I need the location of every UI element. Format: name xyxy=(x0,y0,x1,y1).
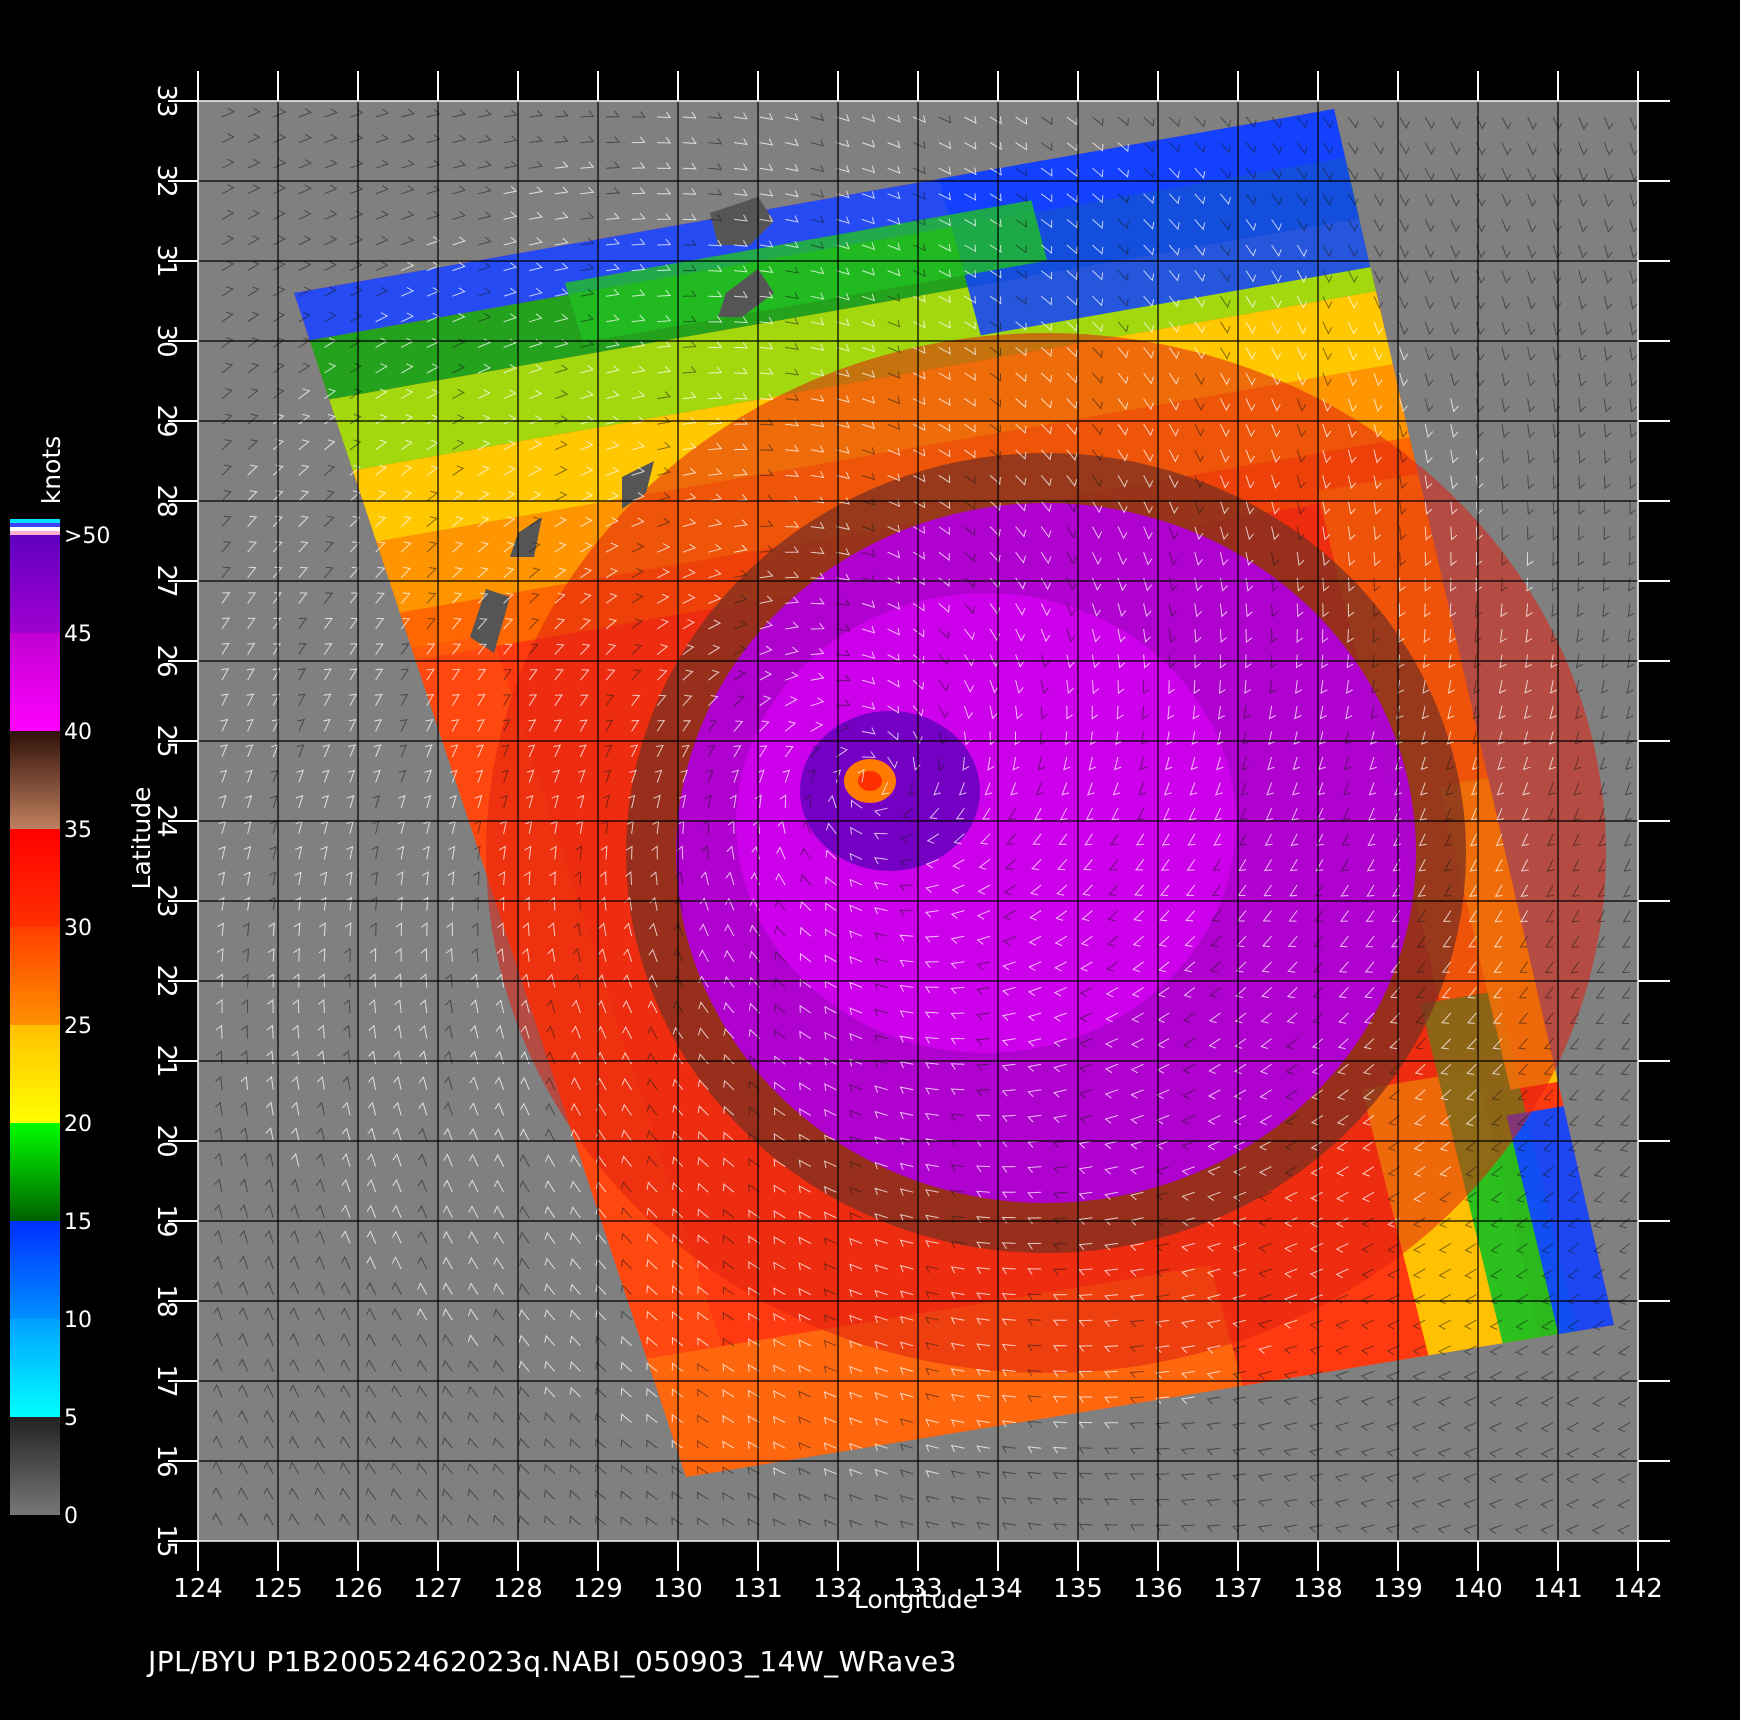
wind-barbs-dark xyxy=(212,107,1638,1535)
lon-tick-labels: 124 125 126 127 128 129 130 131 132 133 134 135 136 1… xyxy=(173,1574,1663,1604)
lon-tick-128: 128 xyxy=(493,1574,543,1604)
tick-path xyxy=(168,71,1670,1571)
colorbar-band-40 xyxy=(10,633,60,731)
lat-tick-30: 30 xyxy=(151,324,181,357)
axis-ticks xyxy=(168,71,1670,1571)
swath-layer xyxy=(212,107,1638,1535)
lon-tick-142: 142 xyxy=(1613,1574,1663,1604)
colorbar-label-6: 30 xyxy=(64,916,92,941)
lon-tick-126: 126 xyxy=(333,1574,383,1604)
island-1 xyxy=(718,269,774,317)
lon-tick-134: 134 xyxy=(973,1574,1023,1604)
lat-tick-26: 26 xyxy=(151,644,181,677)
lon-tick-137: 137 xyxy=(1213,1574,1263,1604)
lon-tick-125: 125 xyxy=(253,1574,303,1604)
lat-tick-32: 32 xyxy=(151,164,181,197)
colorbar-label-5: 25 xyxy=(64,1014,92,1039)
colorbar-label-1: 5 xyxy=(64,1406,78,1431)
colorbar-band-30 xyxy=(10,829,60,927)
north-blue-patch xyxy=(938,109,1371,336)
lat-tick-25: 25 xyxy=(151,724,181,757)
colorbar-ext-cyan xyxy=(10,519,60,523)
south-blue-strip xyxy=(1506,1106,1614,1335)
lon-tick-124: 124 xyxy=(173,1574,223,1604)
lat-tick-18: 18 xyxy=(151,1284,181,1317)
colorbar-band-10 xyxy=(10,1221,60,1319)
colorbar-label-10: >50 xyxy=(64,524,110,549)
colorbar-band-45 xyxy=(10,535,60,633)
lat-tick-31: 31 xyxy=(151,244,181,277)
colorbar-band-5 xyxy=(10,1319,60,1417)
lon-tick-141: 141 xyxy=(1533,1574,1583,1604)
storm-rings xyxy=(486,333,1606,1373)
x-axis-label: Longitude xyxy=(854,1585,978,1614)
lat-tick-29: 29 xyxy=(151,404,181,437)
colorbar-ext-pink xyxy=(10,531,60,535)
lon-tick-132: 132 xyxy=(813,1574,863,1604)
colorbar-label-7: 35 xyxy=(64,818,92,843)
storm-eye-core xyxy=(858,771,882,791)
colorbar-label-3: 15 xyxy=(64,1210,92,1235)
lon-tick-140: 140 xyxy=(1453,1574,1503,1604)
colorbar-label-2: 10 xyxy=(64,1308,92,1333)
lat-tick-23: 23 xyxy=(151,884,181,917)
lon-tick-129: 129 xyxy=(573,1574,623,1604)
lon-tick-136: 136 xyxy=(1133,1574,1183,1604)
lon-tick-135: 135 xyxy=(1053,1574,1103,1604)
colorbar-band-35 xyxy=(10,731,60,829)
colorbar-band-15 xyxy=(10,1123,60,1221)
lat-tick-labels: 15 16 17 18 19 20 21 22 23 24 25 26 27 28 29 30 31 32 33 xyxy=(151,84,181,1557)
lat-tick-16: 16 xyxy=(151,1444,181,1477)
colorbar: 0 5 10 15 20 25 30 35 40 45 >50 xyxy=(10,519,110,1529)
plot-frame xyxy=(197,100,1639,1542)
lon-tick-138: 138 xyxy=(1293,1574,1343,1604)
colorbar-unit: knots xyxy=(37,436,66,504)
footer-caption: JPL/BYU P1B20052462023q.NABI_050903_14W_… xyxy=(148,1645,957,1678)
lat-tick-27: 27 xyxy=(151,564,181,597)
lon-tick-139: 139 xyxy=(1373,1574,1423,1604)
lat-tick-24: 24 xyxy=(151,804,181,837)
lon-tick-131: 131 xyxy=(733,1574,783,1604)
lat-tick-33: 33 xyxy=(151,84,181,117)
colorbar-label-9: 45 xyxy=(64,622,92,647)
lat-tick-28: 28 xyxy=(151,484,181,517)
y-axis-label: Latitude xyxy=(127,787,156,890)
lat-tick-22: 22 xyxy=(151,964,181,997)
colorbar-label-4: 20 xyxy=(64,1112,92,1137)
lon-tick-127: 127 xyxy=(413,1574,463,1604)
lat-tick-17: 17 xyxy=(151,1364,181,1397)
island-2 xyxy=(622,461,654,509)
colorbar-ext-white xyxy=(10,527,60,531)
wind-barbs xyxy=(212,107,1638,1535)
storm-ring-magenta xyxy=(736,593,1236,1053)
north-green-patch xyxy=(564,200,1048,343)
colorbar-label-0: 0 xyxy=(64,1504,78,1529)
colorbar-label-8: 40 xyxy=(64,720,92,745)
lon-tick-130: 130 xyxy=(653,1574,703,1604)
lat-tick-19: 19 xyxy=(151,1204,181,1237)
lon-tick-133: 133 xyxy=(893,1574,943,1604)
lat-tick-15: 15 xyxy=(151,1524,181,1557)
colorbar-band-0 xyxy=(10,1417,60,1515)
lat-tick-20: 20 xyxy=(151,1124,181,1157)
colorbar-ext-blue xyxy=(10,523,60,527)
island-4 xyxy=(470,589,510,653)
colorbar-band-20 xyxy=(10,1025,60,1123)
colorbar-band-25 xyxy=(10,927,60,1025)
lat-tick-21: 21 xyxy=(151,1044,181,1077)
